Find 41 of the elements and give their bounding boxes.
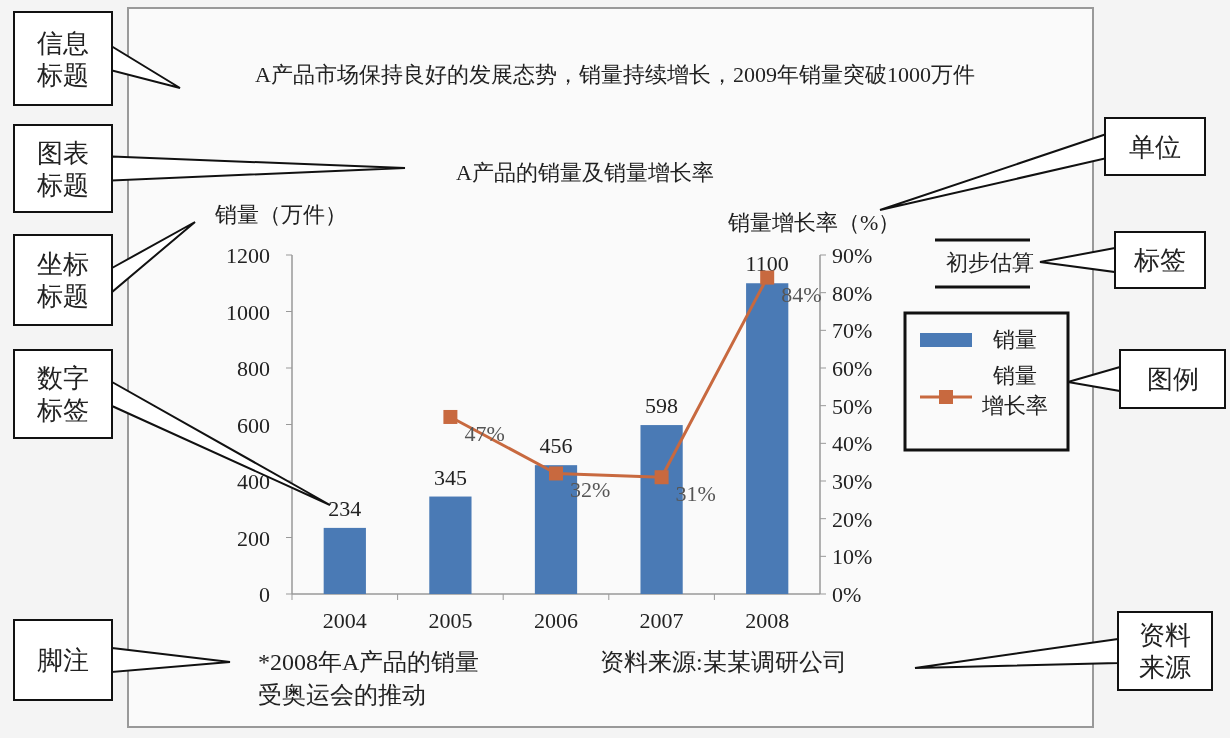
bar	[323, 527, 366, 594]
data-label: 598	[645, 393, 679, 419]
y2-tick-label: 80%	[832, 280, 873, 306]
x-tick-label: 2008	[745, 608, 790, 633]
y2-tick-label: 60%	[832, 356, 873, 381]
x-tick-label: 2006	[534, 608, 578, 633]
y-tick-label: 600	[237, 412, 270, 438]
text: *2008年A产品的销量受奥运会的推动	[258, 649, 480, 708]
chart-title: A产品的销量及销量增长率	[456, 160, 714, 185]
x-tick-label: 2007	[639, 608, 684, 633]
y-tick-label: 800	[237, 356, 270, 381]
data-label: 234	[328, 495, 362, 521]
bar	[429, 496, 472, 594]
point	[654, 470, 669, 485]
y2-tick-label: 10%	[832, 544, 873, 570]
legend-label: 销量	[992, 327, 1037, 352]
x-tick-label: 2004	[322, 608, 367, 633]
y2-tick-label: 50%	[832, 393, 873, 419]
y-tick-label: 400	[237, 469, 270, 494]
x-tick-label: 2005	[428, 608, 473, 633]
point	[760, 270, 775, 285]
y-tick-label: 0	[259, 582, 270, 607]
chart-subtitle: A产品市场保持良好的发展态势，销量持续增长，2009年销量突破1000万件	[255, 62, 975, 87]
point	[549, 466, 563, 481]
y2-tick-label: 40%	[832, 431, 873, 457]
text: 资料来源:某某调研公司	[600, 649, 847, 675]
data-label: 345	[433, 464, 467, 490]
data-label: 1100	[745, 251, 789, 277]
text: 初步估算	[946, 250, 1034, 275]
y2-tick-label: 20%	[832, 506, 873, 532]
y2-tick-label: 0%	[832, 582, 862, 607]
y2-tick-label: 90%	[832, 243, 873, 268]
y2-tick-label: 30%	[832, 469, 873, 494]
y-tick-label: 200	[237, 525, 270, 551]
y-tick-label: 1200	[226, 243, 270, 268]
y2-tick-label: 70%	[832, 318, 873, 344]
legend-label: 销量增长率	[981, 363, 1048, 418]
y-tick-label: 1000	[226, 299, 270, 325]
data-label: 456	[539, 433, 573, 459]
point	[443, 409, 458, 424]
y2-axis-title: 销量增长率（%）	[727, 210, 901, 235]
